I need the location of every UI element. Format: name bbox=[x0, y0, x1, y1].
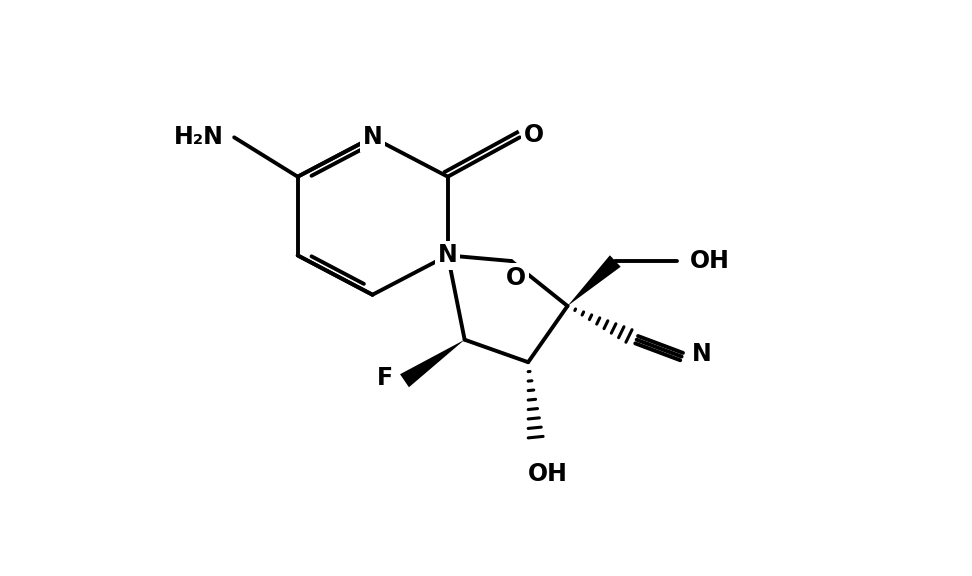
Text: OH: OH bbox=[528, 462, 568, 486]
Polygon shape bbox=[568, 255, 621, 306]
Text: F: F bbox=[377, 366, 394, 390]
Polygon shape bbox=[400, 340, 465, 387]
Text: H₂N: H₂N bbox=[174, 126, 225, 149]
Text: O: O bbox=[524, 123, 544, 146]
Text: OH: OH bbox=[689, 249, 729, 273]
Text: O: O bbox=[505, 266, 526, 290]
Text: N: N bbox=[363, 126, 382, 149]
Text: N: N bbox=[438, 244, 458, 267]
Text: N: N bbox=[692, 342, 712, 366]
